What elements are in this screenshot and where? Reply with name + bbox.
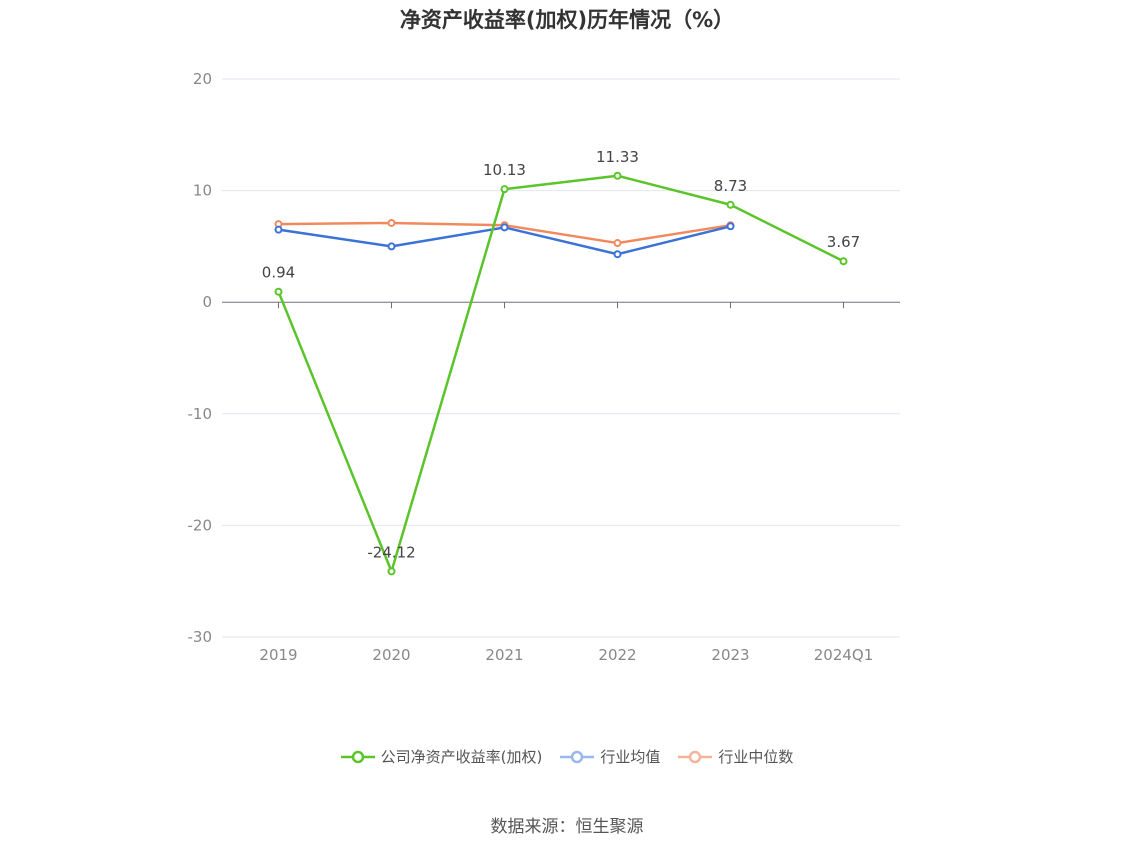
data-point: [613, 239, 622, 248]
chart-legend: 公司净资产收益率(加权) 行业均值 行业中位数: [0, 746, 1134, 767]
data-point: [613, 171, 622, 180]
data-point: [839, 257, 848, 266]
y-tick-label: 20: [193, 70, 212, 88]
x-tick-label: 2024Q1: [814, 646, 874, 664]
chart-title: 净资产收益率(加权)历年情况（%）: [399, 8, 735, 32]
legend-label-company: 公司净资产收益率(加权): [380, 748, 543, 766]
data-point: [726, 222, 735, 231]
data-point: [387, 567, 396, 576]
legend-symbol-company: [340, 750, 375, 763]
x-tick-label: 2021: [485, 646, 523, 664]
data-label: 11.33: [596, 148, 639, 166]
legend-symbol-industry-median: [678, 750, 713, 763]
legend-label-industry-mean: 行业均值: [600, 748, 661, 766]
y-tick-label: 10: [193, 182, 212, 200]
data-point: [387, 242, 396, 251]
legend-symbol-industry-mean: [560, 750, 595, 763]
data-label: 0.94: [262, 264, 295, 282]
data-label: 3.67: [827, 233, 860, 251]
legend-item-industry-median[interactable]: 行业中位数: [678, 746, 793, 767]
y-tick-label: 0: [202, 293, 212, 311]
data-point: [500, 223, 509, 232]
legend-item-industry-mean[interactable]: 行业均值: [560, 746, 660, 767]
data-point: [613, 250, 622, 259]
y-tick-label: -20: [188, 516, 213, 534]
y-tick-label: -30: [188, 628, 213, 646]
x-tick-label: 2023: [711, 646, 749, 664]
data-point: [387, 218, 396, 227]
y-tick-label: -10: [188, 405, 213, 423]
x-tick-label: 2022: [598, 646, 636, 664]
data-point: [726, 200, 735, 209]
data-source: 数据来源：恒生聚源: [490, 817, 644, 837]
data-label: 10.13: [483, 161, 526, 179]
data-point: [274, 225, 283, 234]
legend-label-industry-median: 行业中位数: [718, 748, 794, 766]
x-tick-label: 2020: [372, 646, 410, 664]
data-label: 8.73: [714, 177, 747, 195]
data-point: [274, 287, 283, 296]
series-line: [277, 174, 845, 573]
legend-item-company[interactable]: 公司净资产收益率(加权): [340, 746, 543, 767]
data-point: [500, 185, 509, 194]
data-label: -24.12: [367, 543, 415, 561]
x-tick-label: 2019: [259, 646, 297, 664]
